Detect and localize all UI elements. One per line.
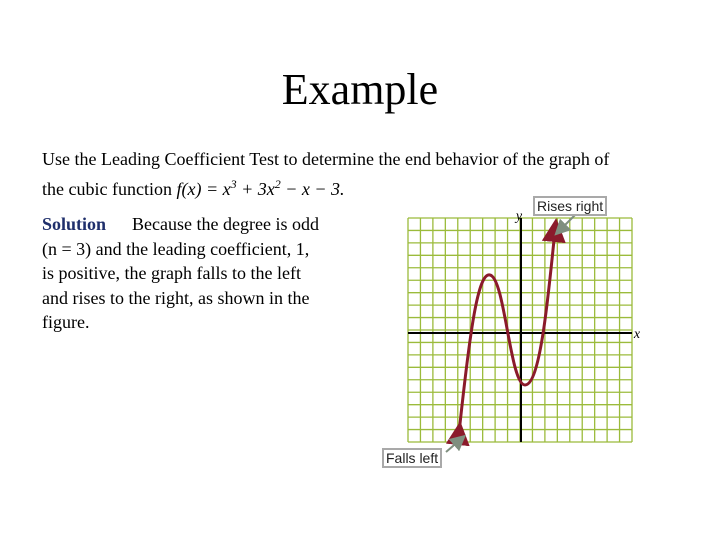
solution-line: figure. xyxy=(42,312,90,332)
callout-arrow xyxy=(445,434,467,453)
curve xyxy=(445,218,566,447)
solution-line: is positive, the graph falls to the left xyxy=(42,263,301,283)
callout: Rises right xyxy=(533,196,608,216)
y-axis-label: y xyxy=(514,209,523,224)
eq-part: − x − 3. xyxy=(280,178,345,199)
eq-exp: 3 xyxy=(230,176,237,191)
solution-label: Solution xyxy=(42,214,107,234)
solution-line: Solution Because the degree is odd xyxy=(42,212,319,237)
callout: Falls left xyxy=(382,448,443,468)
intro-line: the cubic function f(x) = x3 + 3x2 − x −… xyxy=(42,172,609,202)
eq-part: + 3x xyxy=(236,178,275,199)
solution-line: (n = 3) and the leading coefficient, 1, xyxy=(42,238,310,259)
solution-line: and rises to the right, as shown in the xyxy=(42,287,310,308)
solution-text: Because the degree is odd xyxy=(132,214,319,234)
solution: Solution Because the degree is odd (n = 3… xyxy=(42,212,319,335)
callout-arrow xyxy=(554,213,577,236)
title: Example xyxy=(281,65,439,114)
intro: Use the Leading Coefficient Test to dete… xyxy=(42,147,609,201)
eq-part: f(x) = x xyxy=(176,178,231,199)
equation: f(x) = x3 + 3x2 − x − 3. xyxy=(176,176,345,199)
intro-text: the cubic function xyxy=(42,178,172,199)
x-axis-label: x xyxy=(633,327,641,342)
eq-exp: 2 xyxy=(274,176,281,191)
intro-line: Use the Leading Coefficient Test to dete… xyxy=(42,149,610,169)
